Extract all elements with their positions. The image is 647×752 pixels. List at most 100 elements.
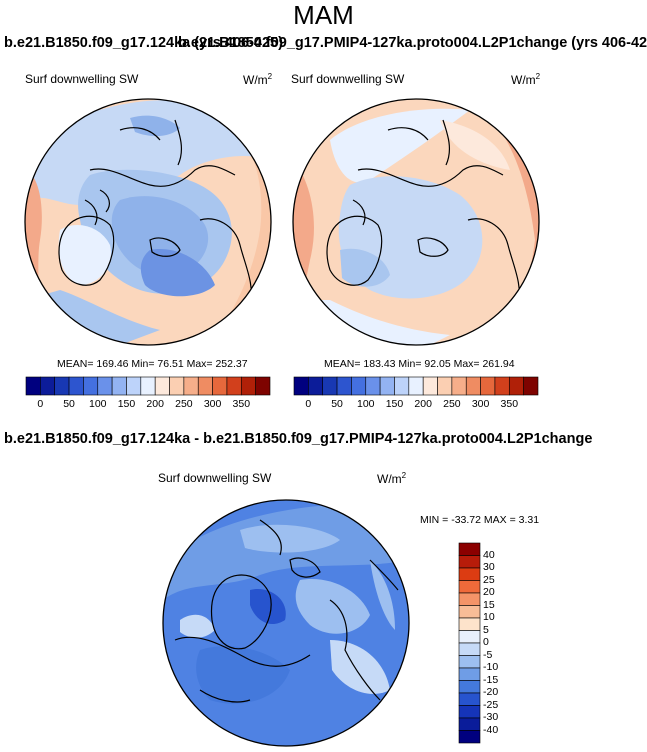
- map2-border: [292, 98, 540, 346]
- colorbar-swatch: [458, 705, 481, 719]
- colorbar-swatch: [40, 376, 56, 396]
- colorbar-swatch: [523, 376, 539, 396]
- colorbar-tick-label: 0: [37, 398, 44, 410]
- colorbar-swatch: [68, 376, 84, 396]
- colorbar-tick-label: 50: [331, 398, 343, 410]
- colorbar-swatch: [458, 730, 481, 744]
- panel1-stats: MEAN= 169.46 Min= 76.51 Max= 252.37: [57, 358, 248, 370]
- map1-border: [24, 98, 272, 346]
- colorbar-tick-label: 250: [443, 398, 461, 410]
- colorbar-tick-label: -15: [483, 673, 499, 686]
- colorbar-swatch: [465, 376, 481, 396]
- colorbar-tick-label: 5: [483, 623, 489, 636]
- colorbar-swatch: [458, 717, 481, 731]
- colorbar-swatch: [458, 692, 481, 706]
- map1-coastlines: [58, 119, 252, 306]
- map3-coastlines: [174, 519, 399, 703]
- colorbar-swatch: [111, 376, 127, 396]
- colorbar-swatch: [394, 376, 410, 396]
- colorbar-swatch: [240, 376, 256, 396]
- colorbar-swatch: [126, 376, 142, 396]
- colorbar-swatch: [458, 580, 481, 594]
- colorbar-swatch: [494, 376, 510, 396]
- colorbar-tick-label: 100: [88, 398, 107, 410]
- colorbar-swatch: [308, 376, 324, 396]
- colorbar-swatch: [458, 555, 481, 569]
- colorbar-swatch: [365, 376, 381, 396]
- colorbar-swatch: [169, 376, 185, 396]
- colorbar-tick-label: 250: [175, 398, 193, 410]
- colorbar-tick-label: 200: [414, 398, 432, 410]
- colorbar-abs-right: [293, 376, 539, 396]
- colorbar-swatch: [183, 376, 199, 396]
- colorbar-tick-label: 350: [500, 398, 519, 410]
- colorbar-swatch: [408, 376, 424, 396]
- colorbar-swatch: [437, 376, 453, 396]
- panel1-units: W/m2: [243, 72, 273, 87]
- colorbar-abs-left: [25, 376, 271, 396]
- colorbar-swatch: [197, 376, 213, 396]
- panel3-units: W/m2: [377, 471, 407, 486]
- map2-coastlines: [326, 119, 520, 306]
- colorbar-swatch: [458, 630, 481, 644]
- colorbar-swatch: [458, 592, 481, 606]
- colorbar-swatch: [458, 617, 481, 631]
- colorbar-swatch: [351, 376, 367, 396]
- colorbar-swatch: [508, 376, 524, 396]
- colorbar-tick-label: 25: [483, 573, 495, 586]
- colorbar-tick-label: -30: [483, 711, 499, 723]
- figure-title: MAM: [293, 0, 354, 30]
- colorbar-tick-label: 150: [385, 398, 404, 410]
- colorbar-swatch: [422, 376, 438, 396]
- colorbar-swatch: [458, 655, 481, 669]
- panel2-units: W/m2: [511, 72, 541, 87]
- colorbar-tick-label: 0: [483, 636, 489, 648]
- colorbar-tick-label: 0: [305, 398, 312, 410]
- colorbar-swatch: [97, 376, 113, 396]
- colorbar-swatch: [140, 376, 156, 396]
- colorbar-swatch: [255, 376, 271, 396]
- panel2-stats: MEAN= 183.43 Min= 92.05 Max= 261.94: [324, 358, 515, 370]
- colorbar-swatch: [83, 376, 99, 396]
- colorbar-diff: [458, 542, 481, 744]
- colorbar-swatch: [480, 376, 496, 396]
- colorbar-tick-label: -10: [483, 661, 499, 673]
- colorbar-tick-label: 20: [483, 586, 495, 598]
- panel3-label: Surf downwelling SW: [158, 471, 272, 485]
- colorbar-swatch: [154, 376, 170, 396]
- colorbar-tick-label: 40: [483, 548, 495, 561]
- colorbar-tick-label: 100: [356, 398, 375, 410]
- panel3-stats: MIN = -33.72 MAX = 3.31: [420, 514, 540, 526]
- colorbar-tick-label: 300: [471, 398, 490, 410]
- colorbar-swatch: [458, 542, 481, 556]
- colorbar-swatch: [458, 667, 481, 681]
- colorbar-tick-label: 10: [483, 611, 495, 623]
- colorbar-swatch: [458, 567, 481, 581]
- colorbar-swatch: [25, 376, 41, 396]
- colorbar-tick-label: 50: [63, 398, 75, 410]
- colorbar-swatch: [458, 642, 481, 656]
- colorbar-tick-label: 350: [232, 398, 251, 410]
- colorbar-tick-label: -5: [483, 648, 493, 661]
- colorbar-swatch: [458, 605, 481, 619]
- top-left-header: b.e21.B1850.f09_g17.124ka (yrs 406-425): [4, 35, 283, 51]
- bottom-header: b.e21.B1850.f09_g17.124ka - b.e21.B1850.…: [4, 431, 593, 447]
- colorbar-swatch: [293, 376, 309, 396]
- map2-field: [293, 99, 539, 345]
- colorbar-tick-label: 200: [146, 398, 164, 410]
- panel1-label: Surf downwelling SW: [25, 72, 139, 86]
- colorbar-tick-label: 300: [203, 398, 222, 410]
- panel2-label: Surf downwelling SW: [291, 72, 405, 86]
- colorbar-swatch: [336, 376, 352, 396]
- colorbar-swatch: [226, 376, 242, 396]
- map3-border: [162, 499, 410, 747]
- colorbar-tick-label: 150: [117, 398, 136, 410]
- colorbar-swatch: [54, 376, 70, 396]
- map3-field: [163, 500, 409, 746]
- colorbar-tick-label: 15: [483, 598, 495, 611]
- colorbar-swatch: [451, 376, 467, 396]
- colorbar-tick-label: -20: [483, 686, 499, 698]
- map1-field: [25, 99, 271, 345]
- colorbar-swatch: [379, 376, 395, 396]
